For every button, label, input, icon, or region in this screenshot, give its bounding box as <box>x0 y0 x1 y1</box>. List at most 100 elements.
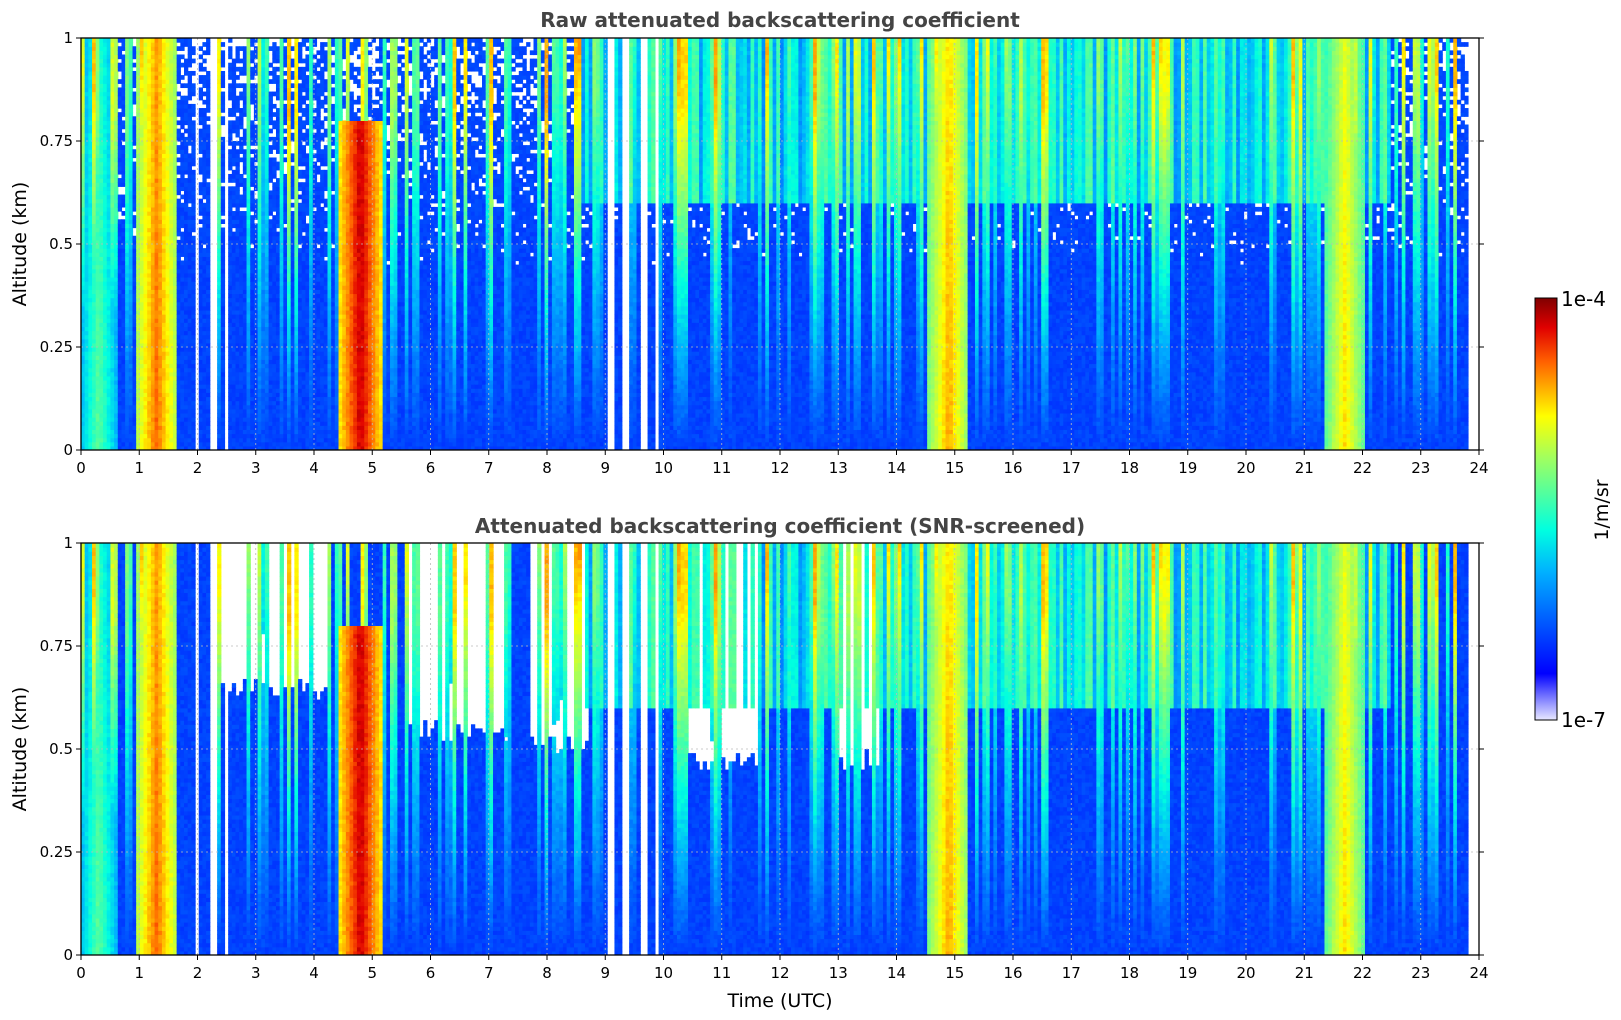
heatmap-cell <box>199 368 203 373</box>
heatmap-cell <box>202 252 206 257</box>
heatmap-cell <box>158 434 162 439</box>
heatmap-cell <box>103 285 107 290</box>
heatmap-cell <box>169 326 173 331</box>
heatmap-cell <box>114 429 118 434</box>
heatmap-cell <box>206 335 210 340</box>
heatmap-cell <box>92 54 96 59</box>
heatmap-cell <box>184 120 188 125</box>
heatmap-cell <box>177 347 181 352</box>
heatmap-cell <box>173 434 177 439</box>
heatmap-cell <box>107 318 111 323</box>
heatmap-cell <box>188 38 192 43</box>
heatmap-cell <box>99 182 103 187</box>
heatmap-cell <box>147 42 151 47</box>
heatmap-cell <box>133 153 137 158</box>
heatmap-cell <box>151 141 155 146</box>
heatmap-cell <box>173 293 177 298</box>
heatmap-cell <box>136 331 140 336</box>
heatmap-cell <box>136 207 140 212</box>
heatmap-cell <box>118 351 122 356</box>
heatmap-cell <box>96 351 100 356</box>
heatmap-cell <box>151 219 155 224</box>
heatmap-cell <box>140 347 144 352</box>
heatmap-cell <box>202 170 206 175</box>
heatmap-cell <box>136 219 140 224</box>
heatmap-cell <box>118 125 122 130</box>
heatmap-cell <box>202 120 206 125</box>
heatmap-cell <box>99 438 103 443</box>
heatmap-cell <box>188 425 192 430</box>
heatmap-cell <box>114 314 118 319</box>
heatmap-cell <box>110 207 114 212</box>
heatmap-cell <box>114 322 118 327</box>
heatmap-cell <box>206 359 210 364</box>
heatmap-cell <box>173 38 177 43</box>
heatmap-cell <box>107 108 111 113</box>
heatmap-cell <box>162 293 166 298</box>
heatmap-cell <box>155 211 159 216</box>
heatmap-cell <box>177 186 181 191</box>
heatmap-cell <box>166 38 170 43</box>
heatmap-cell <box>158 310 162 315</box>
heatmap-cell <box>144 50 148 55</box>
heatmap-cell <box>114 50 118 55</box>
heatmap-cell <box>129 162 133 167</box>
heatmap-cell <box>129 326 133 331</box>
heatmap-cell <box>162 392 166 397</box>
heatmap-cell <box>158 228 162 233</box>
heatmap-cell <box>169 211 173 216</box>
heatmap-cell <box>177 248 181 253</box>
heatmap-cell <box>202 413 206 418</box>
heatmap-cell <box>125 252 129 257</box>
heatmap-cell <box>107 162 111 167</box>
heatmap-cell <box>155 223 159 228</box>
heatmap-cell <box>191 302 195 307</box>
heatmap-cell <box>99 425 103 430</box>
heatmap-cell <box>151 318 155 323</box>
heatmap-cell <box>169 318 173 323</box>
heatmap-cell <box>158 306 162 311</box>
heatmap-cell <box>129 54 133 59</box>
heatmap-cell <box>158 166 162 171</box>
heatmap-cell <box>144 281 148 286</box>
heatmap-cell <box>243 149 247 154</box>
heatmap-cell <box>88 195 92 200</box>
heatmap-cell <box>121 174 125 179</box>
heatmap-cell <box>151 125 155 130</box>
heatmap-cell <box>221 166 225 171</box>
heatmap-cell <box>191 310 195 315</box>
heatmap-cell <box>125 228 129 233</box>
heatmap-cell <box>140 355 144 360</box>
heatmap-cell <box>239 380 243 385</box>
heatmap-cell <box>85 63 89 68</box>
heatmap-cell <box>169 75 173 80</box>
heatmap-cell <box>125 54 129 59</box>
heatmap-cell <box>239 120 243 125</box>
heatmap-cell <box>184 96 188 101</box>
heatmap-cell <box>184 421 188 426</box>
heatmap-cell <box>236 417 240 422</box>
heatmap-cell <box>243 269 247 274</box>
heatmap-cell <box>173 417 177 422</box>
heatmap-cell <box>151 54 155 59</box>
heatmap-cell <box>169 260 173 265</box>
heatmap-cell <box>144 46 148 51</box>
heatmap-cell <box>236 236 240 241</box>
heatmap-cell <box>118 392 122 397</box>
heatmap-cell <box>155 306 159 311</box>
heatmap-cell <box>206 260 210 265</box>
heatmap-cell <box>228 174 232 179</box>
heatmap-cell <box>88 306 92 311</box>
heatmap-cell <box>162 153 166 158</box>
heatmap-cell <box>144 182 148 187</box>
heatmap-cell <box>221 141 225 146</box>
heatmap-cell <box>188 302 192 307</box>
heatmap-cell <box>92 417 96 422</box>
heatmap-cell <box>107 199 111 204</box>
heatmap-cell <box>147 162 151 167</box>
heatmap-cell <box>188 59 192 64</box>
heatmap-cell <box>180 396 184 401</box>
heatmap-cell <box>103 396 107 401</box>
heatmap-cell <box>162 228 166 233</box>
heatmap-cell <box>191 141 195 146</box>
